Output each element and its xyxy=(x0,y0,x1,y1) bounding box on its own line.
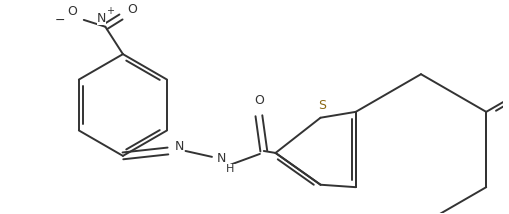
Text: N: N xyxy=(97,12,106,25)
Text: +: + xyxy=(106,6,114,16)
Text: S: S xyxy=(319,100,326,113)
Text: O: O xyxy=(254,94,264,107)
Text: O: O xyxy=(67,4,77,18)
Text: N: N xyxy=(175,140,184,153)
Text: H: H xyxy=(227,163,235,174)
Text: O: O xyxy=(127,3,137,16)
Text: −: − xyxy=(55,14,66,27)
Text: N: N xyxy=(217,152,227,165)
